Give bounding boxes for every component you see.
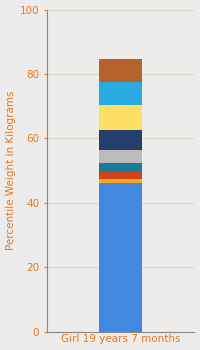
Bar [99, 162, 142, 172]
Bar [99, 178, 142, 183]
Bar [99, 150, 142, 162]
Bar [99, 183, 142, 332]
Bar [99, 130, 142, 150]
Bar [99, 82, 142, 105]
Bar [99, 172, 142, 178]
Bar [99, 60, 142, 82]
Bar [99, 105, 142, 130]
Y-axis label: Percentile Weight in Kilograms: Percentile Weight in Kilograms [6, 91, 16, 250]
